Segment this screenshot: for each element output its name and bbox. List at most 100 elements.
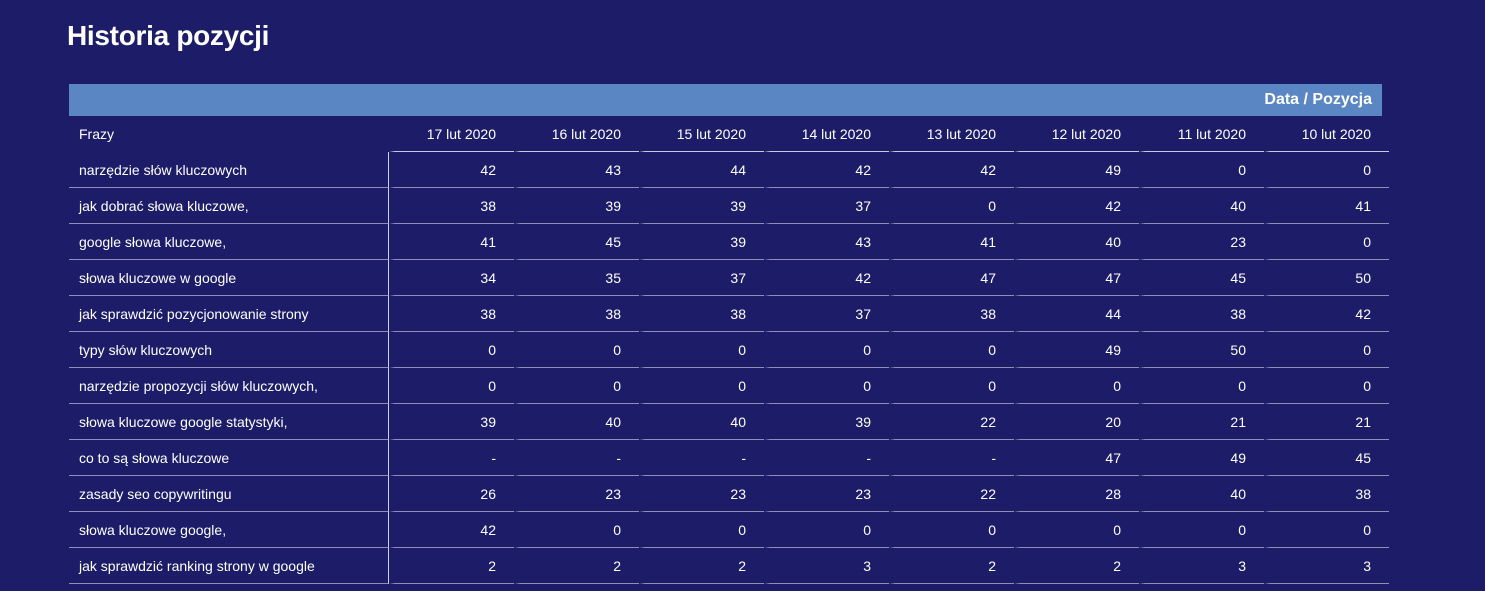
phrase-cell: co to są słowa kluczowe <box>69 440 389 476</box>
position-cell: 41 <box>889 224 1014 260</box>
position-cell: 21 <box>1264 404 1389 440</box>
position-cell: 0 <box>639 332 764 368</box>
position-cell: 0 <box>889 332 1014 368</box>
date-column-header: 14 lut 2020 <box>764 116 889 152</box>
table-row: typy słów kluczowych 0 0 0 0 0 49 50 0 <box>69 332 1389 368</box>
position-cell: 40 <box>514 404 639 440</box>
position-cell: 23 <box>514 476 639 512</box>
position-cell: 0 <box>889 512 1014 548</box>
position-cell: 0 <box>389 332 514 368</box>
table-body: narzędzie słów kluczowych 42 43 44 42 42 49 0 0 j… <box>69 152 1389 584</box>
position-cell: 41 <box>1264 188 1389 224</box>
position-cell: - <box>764 440 889 476</box>
position-cell: 0 <box>1014 368 1139 404</box>
phrase-cell: słowa kluczowe google statystyki, <box>69 404 389 440</box>
position-cell: 0 <box>1139 368 1264 404</box>
band-label: Data / Pozycja <box>1264 91 1372 108</box>
phrase-cell: jak sprawdzić pozycjonowanie strony <box>69 296 389 332</box>
position-cell: - <box>514 440 639 476</box>
table-row: google słowa kluczowe, 41 45 39 43 41 40 23 0 <box>69 224 1389 260</box>
position-cell: 49 <box>1014 332 1139 368</box>
position-cell: 42 <box>889 152 1014 188</box>
position-cell: 0 <box>389 368 514 404</box>
position-cell: 47 <box>1014 260 1139 296</box>
date-column-header: 11 lut 2020 <box>1139 116 1264 152</box>
position-cell: 50 <box>1264 260 1389 296</box>
position-cell: 2 <box>389 548 514 584</box>
position-cell: 42 <box>1264 296 1389 332</box>
table-row: słowa kluczowe google, 42 0 0 0 0 0 0 0 <box>69 512 1389 548</box>
table-row: jak sprawdzić pozycjonowanie strony 38 38 3… <box>69 296 1389 332</box>
position-cell: 0 <box>639 512 764 548</box>
history-table: Frazy 17 lut 2020 16 lut 2020 15 lut 2020 1… <box>69 116 1389 584</box>
position-cell: 38 <box>514 296 639 332</box>
position-cell: 2 <box>514 548 639 584</box>
position-cell: 0 <box>514 332 639 368</box>
table-row: słowa kluczowe w google 34 35 37 42 47 47 45 50 <box>69 260 1389 296</box>
header-row: Frazy 17 lut 2020 16 lut 2020 15 lut 2020 1… <box>69 116 1389 152</box>
position-cell: 3 <box>1264 548 1389 584</box>
position-cell: 47 <box>1014 440 1139 476</box>
date-column-header: 16 lut 2020 <box>514 116 639 152</box>
position-cell: 39 <box>764 404 889 440</box>
position-cell: 45 <box>1264 440 1389 476</box>
position-cell: 50 <box>1139 332 1264 368</box>
position-cell: 20 <box>1014 404 1139 440</box>
position-cell: 43 <box>764 224 889 260</box>
position-cell: 0 <box>764 332 889 368</box>
position-cell: 3 <box>1139 548 1264 584</box>
position-cell: 22 <box>889 476 1014 512</box>
position-cell: 38 <box>889 296 1014 332</box>
table-row: zasady seo copywritingu 26 23 23 23 22 28 40 38 <box>69 476 1389 512</box>
position-cell: 45 <box>1139 260 1264 296</box>
position-cell: 37 <box>764 188 889 224</box>
position-cell: 23 <box>639 476 764 512</box>
position-cell: 37 <box>639 260 764 296</box>
position-cell: 40 <box>1014 224 1139 260</box>
table-row: jak dobrać słowa kluczowe, 38 39 39 37 0 42 40 4… <box>69 188 1389 224</box>
position-cell: 38 <box>639 296 764 332</box>
position-cell: 23 <box>764 476 889 512</box>
position-cell: 0 <box>1264 224 1389 260</box>
position-cell: 42 <box>764 152 889 188</box>
position-cell: 0 <box>1264 368 1389 404</box>
position-cell: 35 <box>514 260 639 296</box>
position-cell: 22 <box>889 404 1014 440</box>
position-cell: 0 <box>764 512 889 548</box>
position-cell: 39 <box>639 188 764 224</box>
position-cell: - <box>389 440 514 476</box>
page-title: Historia pozycji <box>67 20 270 51</box>
position-cell: 45 <box>514 224 639 260</box>
position-cell: 38 <box>1139 296 1264 332</box>
position-cell: 21 <box>1139 404 1264 440</box>
table-row: narzędzie słów kluczowych 42 43 44 42 42 49 0 0 <box>69 152 1389 188</box>
date-column-header: 10 lut 2020 <box>1264 116 1389 152</box>
position-cell: 34 <box>389 260 514 296</box>
position-cell: - <box>889 440 1014 476</box>
position-cell: 28 <box>1014 476 1139 512</box>
date-column-header: 13 lut 2020 <box>889 116 1014 152</box>
position-cell: 49 <box>1014 152 1139 188</box>
phrase-cell: zasady seo copywritingu <box>69 476 389 512</box>
position-cell: 0 <box>514 368 639 404</box>
position-cell: 40 <box>1139 188 1264 224</box>
position-history-table: Data / Pozycja Frazy 17 lut 2020 16 lut 2… <box>69 84 1389 584</box>
phrase-cell: słowa kluczowe google, <box>69 512 389 548</box>
position-cell: 49 <box>1139 440 1264 476</box>
position-cell: 42 <box>764 260 889 296</box>
position-cell: 43 <box>514 152 639 188</box>
phrase-column-header: Frazy <box>79 126 114 142</box>
date-column-header: 17 lut 2020 <box>389 116 514 152</box>
position-cell: 2 <box>1014 548 1139 584</box>
position-cell: 39 <box>389 404 514 440</box>
position-cell: 38 <box>389 188 514 224</box>
position-cell: 0 <box>1014 512 1139 548</box>
position-cell: 0 <box>1264 512 1389 548</box>
position-cell: 0 <box>1139 152 1264 188</box>
position-cell: 37 <box>764 296 889 332</box>
phrase-cell: typy słów kluczowych <box>69 332 389 368</box>
phrase-cell: słowa kluczowe w google <box>69 260 389 296</box>
position-cell: 0 <box>1139 512 1264 548</box>
position-cell: 0 <box>889 188 1014 224</box>
position-cell: 0 <box>889 368 1014 404</box>
